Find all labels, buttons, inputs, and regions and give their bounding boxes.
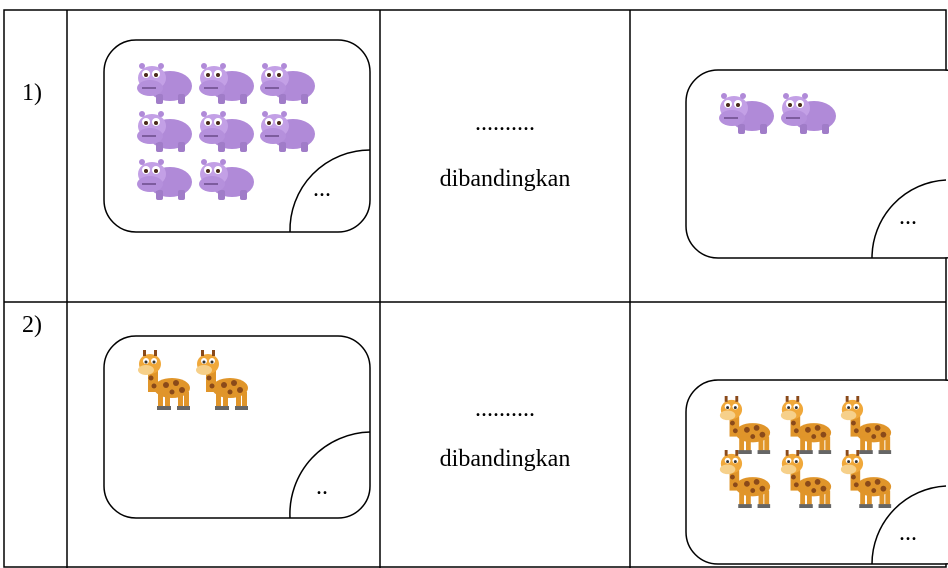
count-arc [289,149,371,233]
row-number: 1) [22,80,42,106]
count-arc [871,485,947,565]
count-blank: ... [899,204,917,230]
answer-blank: .......... [475,110,535,136]
row-number: 2) [22,312,42,338]
count-arc [289,431,371,519]
count-blank: ... [899,520,917,546]
table-border [3,9,947,568]
count-arc [871,179,947,259]
compare-text: dibandingkan [440,446,571,472]
count-blank: .. [316,474,328,500]
compare-text: dibandingkan [440,166,571,192]
answer-blank: .......... [475,396,535,422]
count-blank: ... [313,176,331,202]
